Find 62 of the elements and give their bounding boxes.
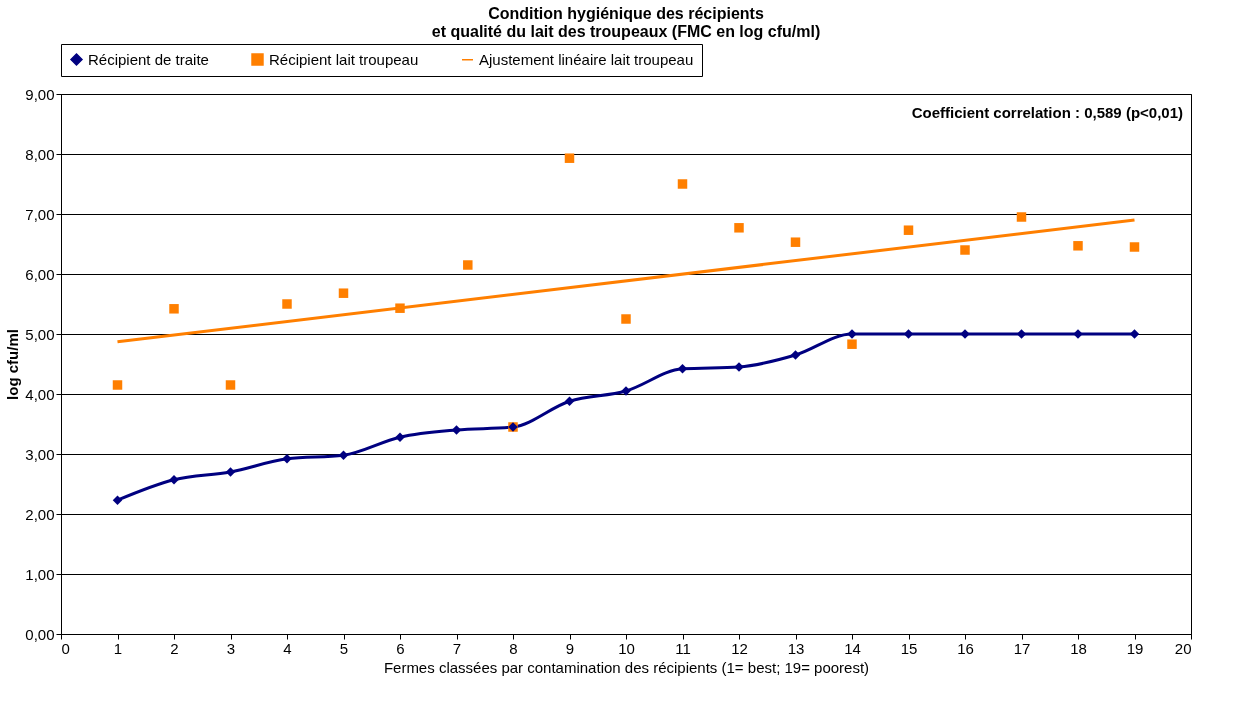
y-tick-label: 0,00 (25, 625, 55, 643)
x-tick-label: 13 (787, 639, 805, 657)
x-tick-label: 0 (61, 639, 70, 657)
point (451, 425, 462, 435)
point (225, 467, 236, 477)
point (395, 303, 405, 313)
y-tick-label: 9,00 (25, 85, 55, 103)
x-tick-label: 14 (844, 639, 861, 657)
point (169, 304, 179, 314)
point (847, 339, 857, 349)
x-tick-label: 5 (339, 639, 349, 657)
x-tick-label: 8 (509, 639, 518, 657)
point (282, 299, 292, 309)
point (790, 237, 801, 247)
point (734, 223, 744, 233)
y-tick-label: 7,00 (25, 205, 55, 223)
x-tick-label: 20 (1174, 639, 1192, 657)
legend-label: Ajustement linéaire lait troupeau (479, 50, 694, 68)
x-tick-label: 3 (226, 639, 236, 657)
point (1129, 242, 1140, 252)
y-tick-label: 4,00 (25, 385, 55, 403)
y-tick-label: 2,00 (25, 505, 55, 523)
y-tick-label: 6,00 (25, 265, 55, 283)
point (1016, 212, 1027, 222)
y-axis-title: log cfu/ml (4, 329, 22, 400)
point (903, 225, 914, 235)
chart-title: Condition hygiénique des récipients et qualité du lait des troupeaux (FMC en log cfu/ml) (431, 4, 821, 40)
legend-label: Récipient de traite (88, 50, 209, 68)
x-tick-label: 7 (452, 639, 462, 657)
annotation: Coefficient correlation : 0,589 (p<0,01) (911, 104, 1183, 121)
y-tick-label: 5,00 (25, 325, 55, 343)
point (463, 260, 473, 270)
point (677, 179, 688, 189)
x-tick-label: 1 (113, 639, 123, 657)
point (621, 314, 631, 324)
point (960, 245, 970, 255)
x-tick-label: 9 (565, 639, 575, 657)
x-tick-label: 2 (170, 639, 179, 657)
x-tick-label: 6 (396, 639, 405, 657)
x-axis-title: Fermes classées par contamination des récipients (1= best; 19= poorest) (383, 658, 870, 676)
point (225, 380, 236, 390)
y-tick-label: 8,00 (25, 145, 55, 163)
x-tick-label: 17 (1013, 639, 1031, 657)
x-tick-label: 16 (957, 639, 974, 657)
point (338, 288, 349, 298)
y-tick-label: 3,00 (25, 445, 55, 463)
point (564, 396, 575, 406)
x-tick-label: 18 (1070, 639, 1087, 657)
point (790, 350, 801, 360)
point (112, 495, 123, 505)
x-tick-label: 10 (618, 639, 635, 657)
point (112, 380, 123, 390)
point (1073, 241, 1083, 251)
y-tick-label: 1,00 (25, 565, 55, 583)
x-tick-label: 15 (900, 639, 918, 657)
legend-label: Récipient lait troupeau (269, 50, 419, 68)
x-tick-label: 11 (675, 639, 691, 657)
x-tick-label: 19 (1126, 639, 1144, 657)
x-tick-label: 4 (283, 639, 292, 657)
x-tick-label: 12 (731, 639, 748, 657)
point (338, 450, 349, 460)
point (564, 153, 575, 163)
